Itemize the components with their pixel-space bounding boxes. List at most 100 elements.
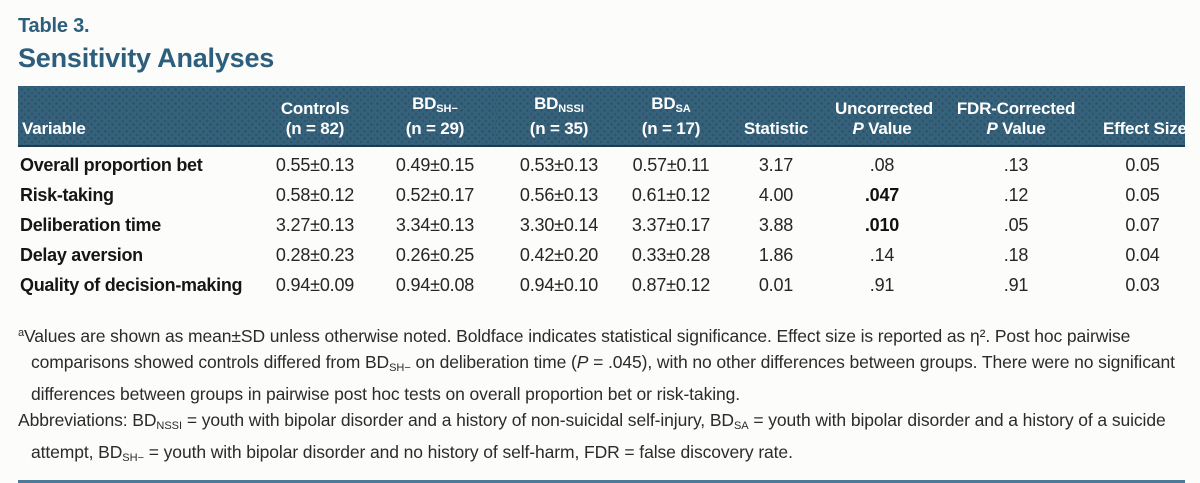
header-row: Variable Controls (n = 82) BDSH− (n = 29) … (18, 86, 1187, 147)
table-row: Risk-taking 0.58±0.12 0.52±0.17 0.56±0.1… (18, 181, 1185, 211)
cell-variable: Deliberation time (20, 215, 161, 235)
cell-bd-sa: 0.87±0.12 (631, 275, 711, 295)
footnote-a-p-italic: P (576, 352, 589, 372)
header-controls-line2: (n = 82) (285, 119, 345, 138)
cell-bd-nssi: 3.30±0.14 (519, 215, 599, 235)
cell-effect-size: 0.05 (1125, 185, 1160, 205)
header-bd-nssi: BDNSSI (n = 35) (496, 86, 622, 147)
table-body: Overall proportion bet 0.55±0.13 0.49±0.… (18, 146, 1185, 301)
footnote-a-text-2: on deliberation time ( (410, 352, 577, 372)
cell-effect-size: 0.03 (1125, 275, 1160, 295)
header-variable-label: Variable (22, 119, 86, 138)
cell-p-fdr: .18 (1003, 245, 1029, 265)
cell-statistic: 0.01 (758, 275, 794, 295)
header-fdr-p: FDR-Corrected P Value (932, 86, 1100, 147)
table-row: Delay aversion 0.28±0.23 0.26±0.25 0.42±… (18, 241, 1185, 271)
cell-statistic: 1.86 (758, 245, 794, 265)
table-title: Sensitivity Analyses (18, 43, 275, 73)
table-row: Overall proportion bet 0.55±0.13 0.49±0.… (18, 146, 1185, 181)
abbr-text-1: Abbreviations: BD (18, 410, 157, 430)
cell-bd-sa: 3.37±0.17 (631, 215, 711, 235)
sensitivity-analyses-table: Variable Controls (n = 82) BDSH− (n = 29) … (18, 86, 1187, 301)
cell-p-uncorrected-significant: .010 (864, 215, 900, 235)
header-fdr-value-word: Value (997, 119, 1046, 138)
footnote-abbreviations: Abbreviations: BDNSSI = youth with bipol… (18, 407, 1185, 471)
header-effect-size-label: Effect Size (1103, 119, 1187, 138)
header-bdnssi-line2: (n = 35) (529, 119, 589, 138)
cell-bd-sh: 0.49±0.15 (395, 155, 475, 175)
header-effect-size: Effect Size (1100, 86, 1187, 147)
cell-effect-size: 0.07 (1125, 215, 1160, 235)
cell-p-uncorrected: .08 (869, 155, 895, 175)
table-caption: Table 3. Sensitivity Analyses (18, 14, 1185, 74)
table-footnotes: aValues are shown as mean±SD unless othe… (18, 320, 1185, 471)
header-statistic: Statistic (720, 86, 832, 147)
cell-bd-sh: 0.94±0.08 (395, 275, 475, 295)
cell-controls: 0.55±0.13 (275, 155, 355, 175)
abbr-sa-subscript: SA (733, 420, 749, 432)
cell-effect-size: 0.05 (1125, 155, 1160, 175)
header-uncorrected-line1: Uncorrected (835, 99, 933, 118)
cell-bd-sh: 3.34±0.13 (395, 215, 475, 235)
cell-controls: 3.27±0.13 (275, 215, 355, 235)
header-bdsh-line2: (n = 29) (405, 119, 465, 138)
table-header: Variable Controls (n = 82) BDSH− (n = 29) … (18, 86, 1187, 147)
cell-p-uncorrected: .14 (869, 245, 895, 265)
header-bdnssi-base: BD (534, 94, 559, 113)
cell-statistic: 4.00 (758, 185, 794, 205)
header-bdsa-line2: (n = 17) (641, 119, 701, 138)
abbr-text-2: = youth with bipolar disorder and a hist… (182, 410, 734, 430)
header-variable: Variable (18, 86, 256, 147)
header-controls: Controls (n = 82) (256, 86, 374, 147)
table-row: Quality of decision-making 0.94±0.09 0.9… (18, 271, 1185, 301)
abbr-text-3: = youth with bipolar disorder and a hist… (31, 410, 1166, 462)
cell-statistic: 3.17 (758, 155, 794, 175)
abbr-nssi-subscript: NSSI (156, 420, 183, 432)
header-controls-line1: Controls (280, 99, 350, 118)
table-number-label: Table 3. (18, 15, 90, 37)
cell-bd-nssi: 0.94±0.10 (519, 275, 599, 295)
cell-p-fdr: .13 (1003, 155, 1029, 175)
footnote-a-bdsh-subscript: SH− (389, 362, 411, 374)
header-bdsa-base: BD (651, 94, 676, 113)
cell-statistic: 3.88 (758, 215, 794, 235)
cell-controls: 0.94±0.09 (275, 275, 355, 295)
table-row: Deliberation time 3.27±0.13 3.34±0.13 3.… (18, 211, 1185, 241)
cell-p-uncorrected-significant: .047 (864, 185, 900, 205)
cell-p-fdr: .05 (1003, 215, 1029, 235)
footnote-a-text-3: = .045), with no other differences betwe… (31, 352, 1175, 404)
cell-variable: Overall proportion bet (20, 155, 203, 175)
cell-bd-sh: 0.26±0.25 (395, 245, 475, 265)
cell-p-fdr: .12 (1003, 185, 1029, 205)
header-bd-sh: BDSH− (n = 29) (374, 86, 496, 147)
cell-bd-sa: 0.33±0.28 (631, 245, 711, 265)
header-bdnssi-subscript: NSSI (558, 103, 584, 115)
cell-bd-sh: 0.52±0.17 (395, 185, 475, 205)
header-bdsa-subscript: SA (675, 103, 691, 115)
header-bdsh-subscript: SH− (436, 103, 458, 115)
header-uncorrected-p: Uncorrected P Value (832, 86, 933, 147)
header-bdsh-base: BD (412, 94, 437, 113)
cell-p-uncorrected: .91 (869, 275, 895, 295)
header-uncorrected-value-word: Value (863, 119, 912, 138)
cell-p-fdr: .91 (1003, 275, 1029, 295)
abbr-sh-subscript: SH− (122, 452, 145, 464)
cell-bd-sa: 0.57±0.11 (632, 155, 710, 175)
footnote-a-marker: a (18, 327, 25, 339)
cell-bd-nssi: 0.42±0.20 (519, 245, 599, 265)
cell-effect-size: 0.04 (1125, 245, 1160, 265)
header-fdr-p-italic: P (986, 119, 998, 138)
footnote-a: aValues are shown as mean±SD unless othe… (18, 320, 1185, 407)
cell-variable: Risk-taking (20, 185, 114, 205)
header-bd-sa: BDSA (n = 17) (622, 86, 720, 147)
cell-variable: Quality of decision-making (20, 275, 243, 295)
header-fdr-line1: FDR-Corrected (956, 99, 1076, 118)
cell-bd-nssi: 0.56±0.13 (519, 185, 599, 205)
cell-bd-nssi: 0.53±0.13 (519, 155, 599, 175)
abbr-text-4: = youth with bipolar disorder and no his… (144, 442, 793, 462)
header-statistic-label: Statistic (743, 119, 809, 138)
header-uncorrected-p-italic: P (852, 119, 864, 138)
cell-controls: 0.58±0.12 (275, 185, 355, 205)
cell-controls: 0.28±0.23 (275, 245, 355, 265)
